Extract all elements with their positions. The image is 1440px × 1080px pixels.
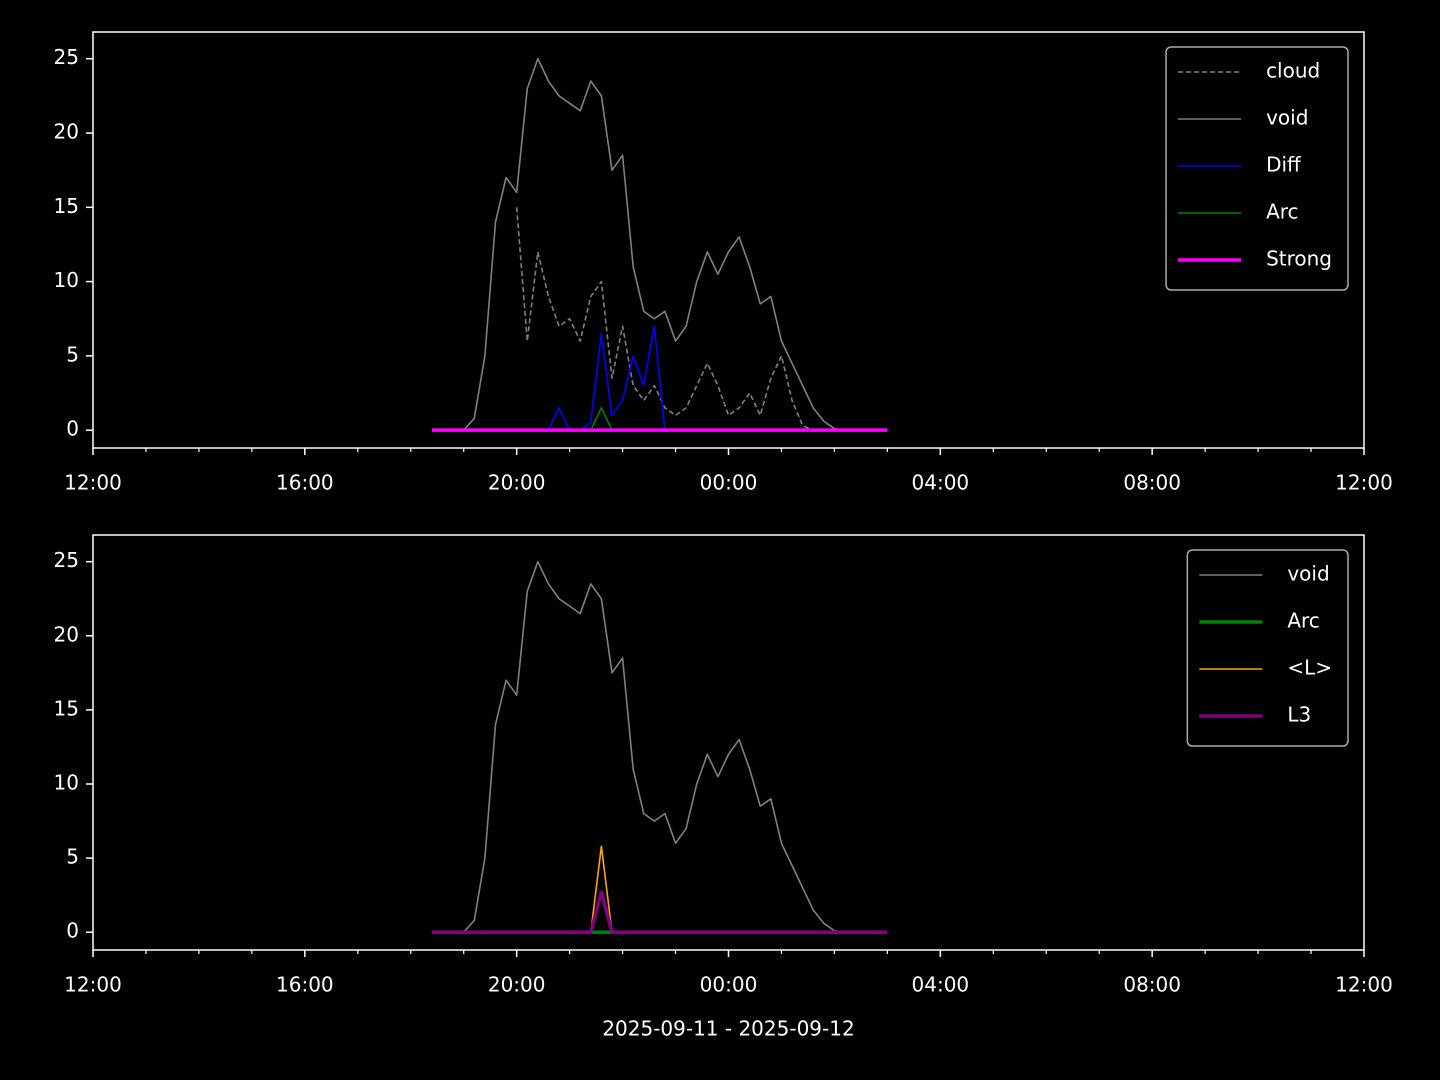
legend-label: void	[1287, 562, 1329, 586]
legend-label: Diff	[1266, 153, 1302, 177]
series-line	[463, 560, 846, 934]
y-tick-label: 0	[66, 417, 79, 441]
x-tick-label: 00:00	[700, 471, 758, 495]
axes-frame	[92, 534, 1365, 951]
series-line	[463, 57, 846, 431]
y-tick-label: 25	[54, 548, 79, 572]
x-tick-label: 20:00	[488, 471, 546, 495]
x-tick-label: 08:00	[1123, 973, 1181, 997]
x-tick-label: 08:00	[1123, 471, 1181, 495]
series-line	[431, 890, 888, 934]
legend-label: cloud	[1266, 59, 1320, 83]
x-tick-label: 20:00	[488, 973, 546, 997]
legend-label: Strong	[1266, 247, 1332, 271]
x-tick-label: 00:00	[700, 973, 758, 997]
legend: cloud void Diff Arc Strong	[1165, 46, 1349, 291]
legend-frame	[1186, 549, 1349, 747]
y-tick-label: 15	[54, 696, 79, 720]
x-tick-label: 12:00	[64, 471, 122, 495]
x-tick-label: 04:00	[912, 973, 970, 997]
x-tick-label: 04:00	[912, 471, 970, 495]
legend-label: void	[1266, 106, 1308, 130]
x-tick-label: 16:00	[276, 973, 334, 997]
y-tick-label: 0	[66, 919, 79, 943]
y-tick-label: 10	[54, 268, 79, 292]
x-axis-label: 2025-09-11 - 2025-09-12	[602, 1017, 854, 1041]
legend-label: L3	[1287, 703, 1311, 727]
series-line	[590, 845, 613, 933]
legend-label: Arc	[1287, 609, 1319, 633]
x-tick-label: 16:00	[276, 471, 334, 495]
y-tick-label: 5	[66, 845, 79, 869]
x-tick-label: 12:00	[64, 973, 122, 997]
x-tick-label: 12:00	[1335, 471, 1393, 495]
legend-label: <L>	[1287, 656, 1332, 680]
series-line	[590, 407, 613, 431]
series-line	[515, 207, 814, 431]
y-tick-label: 5	[66, 342, 79, 366]
legend-label: Arc	[1266, 200, 1298, 224]
x-tick-label: 12:00	[1335, 973, 1393, 997]
y-tick-label: 20	[54, 622, 79, 646]
series-line	[547, 325, 666, 431]
y-tick-label: 15	[54, 194, 79, 218]
legend-frame	[1165, 46, 1349, 291]
y-tick-label: 25	[54, 45, 79, 69]
y-tick-label: 20	[54, 120, 79, 144]
legend: void Arc <L> L3	[1186, 549, 1349, 747]
y-tick-label: 10	[54, 771, 79, 795]
